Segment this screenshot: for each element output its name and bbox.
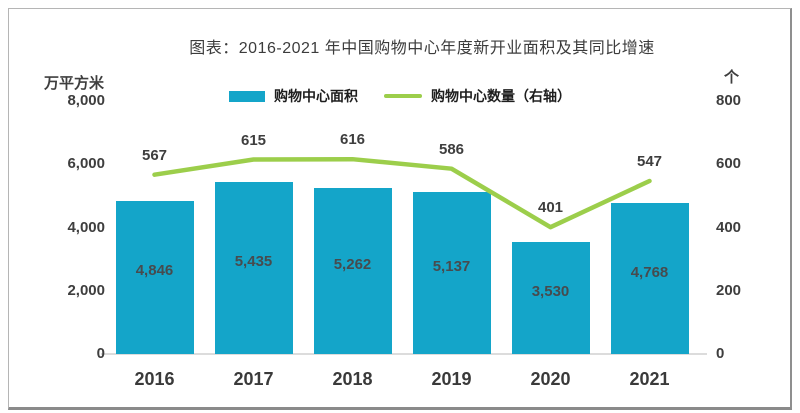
line-value-label: 615 (240, 131, 267, 149)
left-axis-unit: 万平方米 (44, 75, 105, 92)
bar-value-label: 3,530 (531, 283, 570, 301)
bar-value-label: 4,768 (630, 263, 669, 281)
y-axis-tick-right: 200 (716, 281, 742, 299)
y-axis-tick-right: 800 (716, 92, 742, 109)
y-axis-tick-left: 4,000 (67, 218, 105, 236)
bar-value-label: 5,435 (234, 253, 273, 271)
x-axis-label-2020: 2020 (530, 369, 571, 389)
legend-line-swatch-icon (384, 94, 422, 98)
legend-count-label: 购物中心数量（右轴） (431, 88, 571, 104)
bar-2020 (511, 242, 590, 354)
y-axis-tick-right: 600 (716, 155, 742, 173)
legend-area-label: 购物中心面积 (274, 88, 358, 104)
legend-item-area: 购物中心面积 (229, 86, 358, 106)
legend-bar-swatch-icon (229, 90, 265, 102)
y-axis-tick-left: 0 (96, 345, 105, 362)
y-axis-tick-right: 400 (716, 218, 742, 236)
line-value-label: 547 (636, 153, 663, 170)
x-axis-baseline (101, 353, 707, 355)
bar-value-label: 5,137 (432, 257, 471, 275)
y-axis-tick-left: 6,000 (67, 155, 105, 173)
y-axis-tick-left: 2,000 (67, 281, 105, 299)
legend: 购物中心面积 购物中心数量（右轴） (0, 86, 800, 106)
line-value-label: 567 (141, 146, 168, 164)
x-axis-label-2018: 2018 (332, 369, 373, 389)
x-axis-label-2017: 2017 (233, 369, 274, 389)
line-value-label: 586 (438, 140, 465, 158)
y-axis-tick-left: 8,000 (67, 92, 105, 109)
y-axis-tick-right: 0 (716, 345, 725, 362)
x-axis-label-2016: 2016 (134, 369, 175, 389)
line-value-label: 616 (339, 131, 366, 149)
chart-title: 图表：2016-2021 年中国购物中心年度新开业面积及其同比增速 (189, 40, 655, 57)
bar-value-label: 5,262 (333, 255, 372, 273)
x-axis-label-2019: 2019 (431, 369, 472, 389)
right-axis-unit: 个 (724, 69, 740, 86)
bar-value-label: 4,846 (135, 262, 174, 280)
legend-item-count: 购物中心数量（右轴） (384, 86, 571, 106)
line-value-label: 401 (537, 199, 564, 217)
x-axis-label-2021: 2021 (629, 369, 670, 389)
